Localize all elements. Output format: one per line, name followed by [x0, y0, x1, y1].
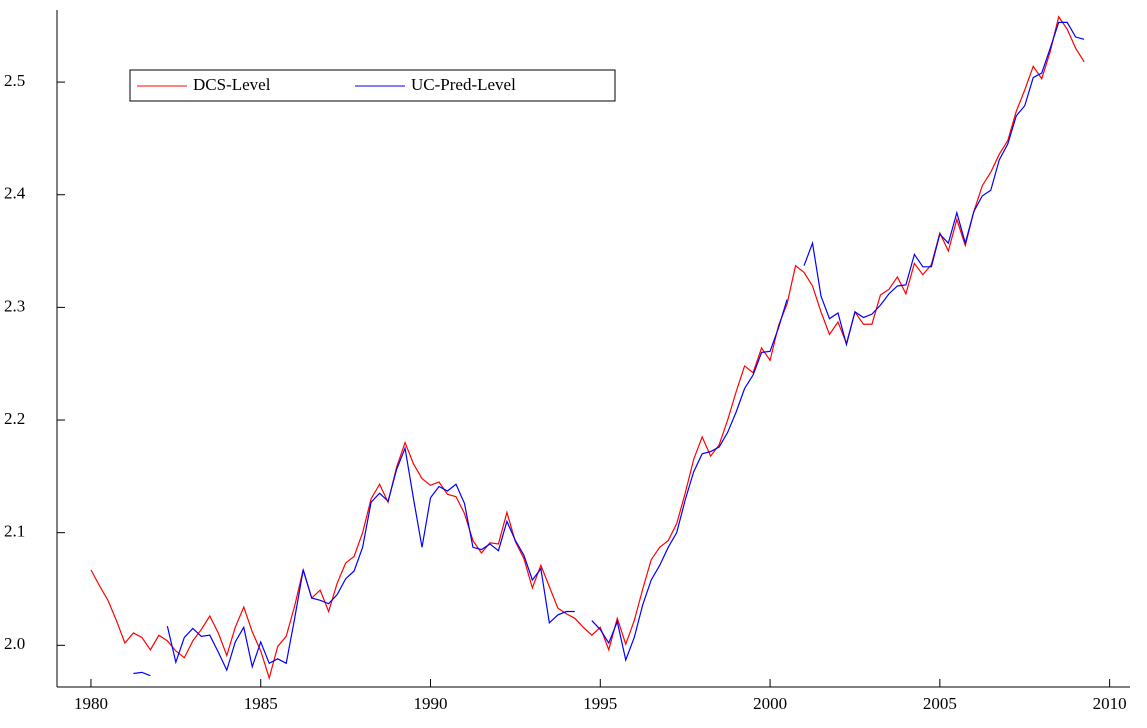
x-tick-label: 1980	[74, 694, 108, 713]
legend-label: UC-Pred-Level	[411, 75, 516, 94]
x-tick-label: 1990	[414, 694, 448, 713]
legend-label: DCS-Level	[193, 75, 271, 94]
y-tick-label: 2.2	[4, 409, 25, 428]
x-tick-label: 2005	[923, 694, 957, 713]
y-tick-label: 2.0	[4, 634, 25, 653]
x-tick-label: 2010	[1093, 694, 1127, 713]
y-tick-label: 2.3	[4, 296, 25, 315]
legend: DCS-Level UC-Pred-Level	[129, 69, 616, 102]
series-line	[90, 15, 1085, 681]
x-tick-label: 1985	[244, 694, 278, 713]
x-tick-label: 1995	[583, 694, 617, 713]
y-tick-label: 2.5	[4, 71, 25, 90]
x-tick-label: 2000	[753, 694, 787, 713]
y-tick-label: 2.4	[4, 184, 26, 203]
y-tick-label: 2.1	[4, 522, 25, 541]
series-line	[133, 21, 1085, 677]
